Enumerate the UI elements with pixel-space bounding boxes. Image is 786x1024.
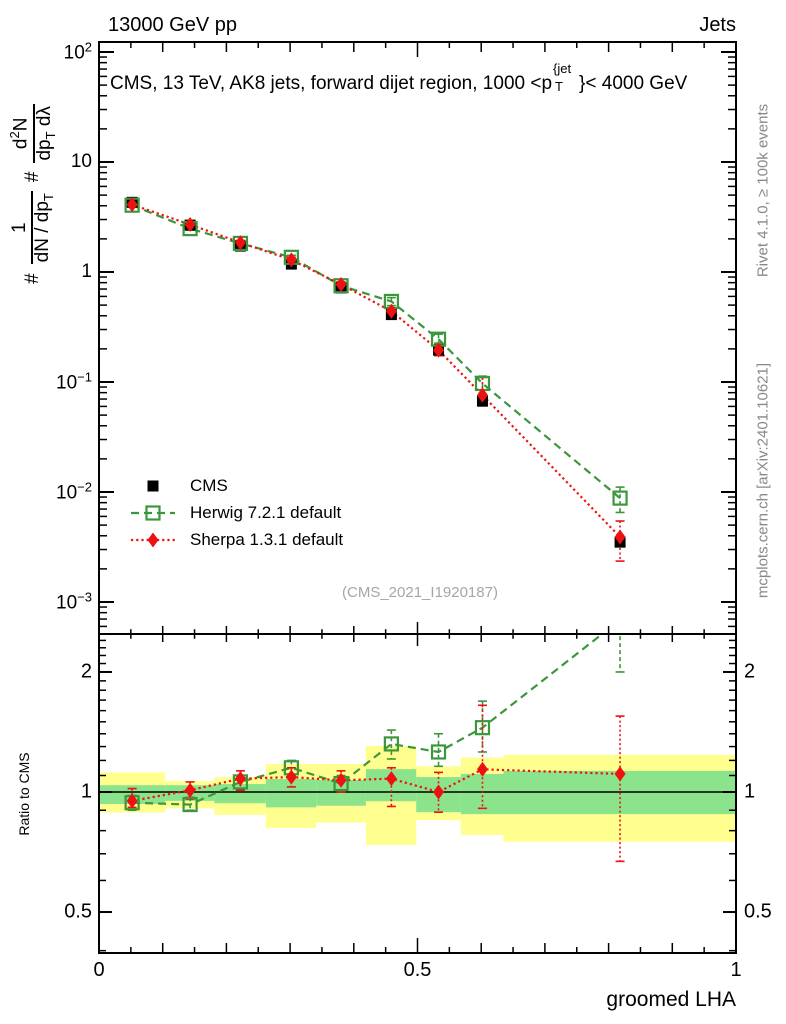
data-point-diamond-filled bbox=[476, 387, 488, 403]
data-point-diamond-filled bbox=[385, 303, 397, 319]
analysis-id-watermark: (CMS_2021_I1920187) bbox=[342, 584, 498, 601]
legend-label-cms: CMS bbox=[190, 475, 228, 495]
main-panel-series bbox=[124, 196, 628, 562]
beam-energy-label: 13000 GeV pp bbox=[108, 14, 237, 36]
legend-marker bbox=[147, 532, 159, 547]
ratio-point-square-open bbox=[430, 744, 447, 760]
x-tick-label: 1 bbox=[730, 959, 742, 981]
ratio-point-diamond-filled bbox=[614, 766, 626, 782]
legend-item-cms: CMS bbox=[130, 472, 343, 499]
ratio-point-diamond-filled bbox=[335, 772, 347, 788]
ratio-point-square-open bbox=[474, 720, 491, 736]
legend-swatch-svg bbox=[131, 532, 175, 547]
hash-symbol-2: # bbox=[22, 171, 43, 183]
rivet-version-credit: Rivet 4.1.0, ≥ 100k events bbox=[754, 103, 772, 278]
data-point-diamond-filled bbox=[285, 252, 297, 268]
ratio-y-tick-label-left: 1 bbox=[80, 780, 92, 803]
ratio-panel-series bbox=[124, 614, 627, 863]
ratio-point-square-open bbox=[182, 796, 198, 813]
fraction-d2n: d2N dpT dλ bbox=[7, 104, 58, 163]
ratio-y-tick-label-left: 0.5 bbox=[64, 900, 92, 923]
main-y-tick-label: 1 bbox=[81, 261, 92, 282]
plot-title-text-end: }< 4000 GeV bbox=[579, 73, 688, 94]
main-line bbox=[131, 204, 621, 499]
data-point-diamond-filled bbox=[614, 529, 626, 545]
data-point-diamond-filled bbox=[184, 217, 196, 233]
legend-marker bbox=[147, 480, 159, 491]
legend-swatch-svg bbox=[131, 504, 175, 521]
herwig-marker-swatch bbox=[130, 504, 176, 522]
hash-symbol: # bbox=[22, 273, 43, 284]
legend-item-sherpa: Sherpa 1.3.1 default bbox=[130, 526, 343, 553]
ratio-y-tick-label-left: 2 bbox=[80, 660, 92, 683]
ratio-point-diamond-filled bbox=[234, 771, 246, 787]
main-y-tick-label: 10 bbox=[70, 151, 92, 172]
pt-superscript-stack: {jet T bbox=[552, 61, 579, 94]
legend-swatch-svg bbox=[147, 480, 159, 491]
ratio-y-axis-title: Ratio to CMS bbox=[16, 752, 32, 836]
plot-title-text: CMS, 13 TeV, AK8 jets, forward dijet reg… bbox=[110, 73, 553, 94]
ratio-point-diamond-filled bbox=[184, 782, 196, 798]
main-y-axis-title: # 1 dN / dpT # d2N dpT dλ bbox=[3, 39, 63, 349]
main-y-tick-label: 10−3 bbox=[56, 589, 92, 614]
process-label: Jets bbox=[699, 14, 736, 36]
ratio-y-tick-label-right: 1 bbox=[744, 780, 756, 803]
x-tick-label: 0.5 bbox=[403, 959, 432, 981]
data-point-square-open bbox=[612, 490, 628, 506]
x-axis-title: groomed LHA bbox=[606, 988, 736, 1011]
stat-uncertainty-band bbox=[214, 784, 266, 804]
ratio-point-square-open bbox=[383, 736, 399, 752]
ratio-point-square-open bbox=[614, 614, 627, 627]
ratio-y-tick-label-right: 0.5 bbox=[744, 900, 772, 923]
ratio-point-diamond-filled bbox=[476, 761, 488, 777]
legend-marker bbox=[145, 504, 161, 521]
legend-label-sherpa: Sherpa 1.3.1 default bbox=[190, 529, 344, 549]
pt-superscript: {jet bbox=[553, 61, 572, 76]
ratio-line bbox=[131, 768, 621, 802]
legend: CMS Herwig 7.2.1 default Sherpa 1.3.1 de… bbox=[130, 472, 343, 553]
plot-title: CMS, 13 TeV, AK8 jets, forward dijet reg… bbox=[110, 61, 688, 95]
pt-subscript: T bbox=[555, 79, 563, 94]
main-y-tick-label: 10−2 bbox=[56, 479, 92, 504]
legend-item-herwig: Herwig 7.2.1 default bbox=[130, 499, 343, 526]
ratio-bands bbox=[99, 745, 736, 846]
ratio-y-tick-label-right: 2 bbox=[744, 660, 756, 683]
ratio-point-diamond-filled bbox=[385, 771, 397, 787]
data-point-diamond-filled bbox=[234, 235, 246, 251]
data-point-diamond-filled bbox=[335, 276, 347, 292]
data-point-diamond-filled bbox=[126, 197, 138, 213]
cms-marker-swatch bbox=[130, 477, 176, 495]
main-y-tick-label: 102 bbox=[63, 39, 92, 64]
data-point-diamond-filled bbox=[433, 342, 445, 358]
fraction-one-over-dndpt: 1 dN / dpT bbox=[9, 191, 56, 265]
sherpa-marker-swatch bbox=[130, 531, 176, 549]
ratio-point-diamond-filled bbox=[433, 784, 445, 800]
mcplots-credit: mcplots.cern.ch [arXiv:2401.10621] bbox=[754, 362, 772, 599]
x-tick-label: 0 bbox=[93, 959, 105, 981]
main-y-tick-label: 10−1 bbox=[56, 369, 92, 394]
stat-uncertainty-band bbox=[460, 773, 504, 815]
legend-label-herwig: Herwig 7.2.1 default bbox=[190, 502, 342, 522]
ratio-point-diamond-filled bbox=[285, 769, 297, 785]
ratio-point-diamond-filled bbox=[126, 793, 138, 809]
